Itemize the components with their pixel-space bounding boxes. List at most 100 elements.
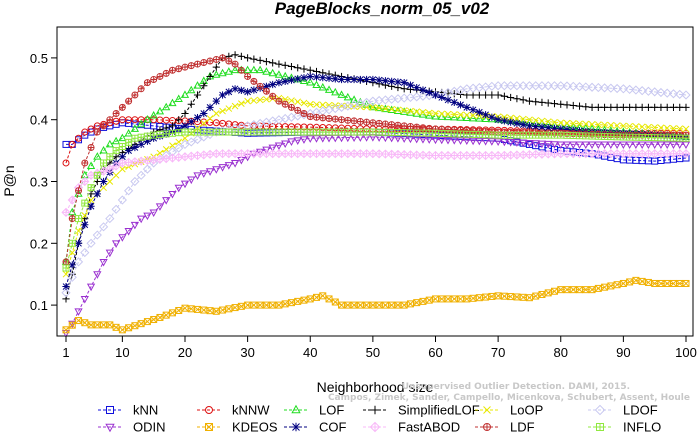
data-point — [250, 301, 258, 309]
data-point — [369, 75, 377, 84]
data-point — [438, 93, 446, 102]
legend-label: LDF — [510, 420, 535, 434]
data-point — [400, 122, 408, 130]
data-point — [200, 120, 208, 127]
data-point — [112, 171, 120, 179]
data-point — [206, 57, 214, 65]
data-point — [212, 70, 221, 78]
data-point — [162, 102, 171, 111]
data-point — [281, 95, 289, 103]
data-point — [125, 97, 133, 105]
data-point — [130, 176, 140, 187]
data-point — [338, 301, 346, 309]
data-point — [331, 115, 339, 123]
data-point — [143, 79, 151, 87]
legend-label: LDOF — [623, 403, 658, 418]
data-point — [306, 135, 315, 143]
data-point — [425, 136, 434, 144]
data-point — [349, 95, 359, 103]
legend-label: KDEOS — [232, 420, 278, 434]
data-point — [431, 136, 440, 145]
data-point — [613, 122, 621, 129]
data-point — [199, 132, 209, 142]
data-point — [162, 197, 171, 205]
data-point — [413, 83, 421, 92]
data-point — [218, 68, 227, 77]
data-point — [607, 121, 615, 129]
data-point — [194, 124, 201, 132]
data-point — [231, 102, 239, 110]
data-point — [656, 87, 666, 98]
legend-label: kNNW — [232, 403, 270, 418]
data-point — [400, 85, 408, 93]
series-layer — [61, 51, 691, 336]
citation-watermark-paper: Unsupervised Outlier Detection. DAMI, 20… — [402, 382, 630, 392]
data-point — [92, 230, 102, 240]
data-point — [319, 292, 327, 300]
data-point — [494, 91, 502, 99]
data-point — [200, 82, 208, 90]
data-point — [150, 76, 158, 84]
data-point — [556, 81, 566, 91]
data-point — [281, 140, 290, 149]
data-point — [300, 110, 308, 118]
data-point — [124, 228, 133, 236]
data-point — [250, 97, 258, 104]
data-point — [231, 85, 239, 93]
legend-marker — [291, 404, 301, 414]
data-point — [525, 122, 534, 130]
data-point — [237, 86, 245, 94]
data-point — [75, 227, 82, 235]
data-point — [569, 101, 577, 110]
data-point — [512, 139, 522, 147]
legend-item-ldof: LDOF — [588, 403, 658, 418]
data-point — [99, 258, 108, 267]
data-point — [281, 77, 289, 85]
data-point — [67, 195, 77, 205]
data-point — [651, 134, 659, 142]
data-point — [519, 121, 527, 129]
data-point — [381, 128, 389, 136]
data-point — [525, 97, 534, 105]
data-point — [68, 215, 76, 223]
data-point — [219, 54, 227, 62]
data-point — [507, 118, 515, 126]
data-point — [80, 176, 90, 187]
legend-marker — [291, 422, 301, 432]
data-point — [86, 283, 96, 292]
data-point — [181, 122, 189, 130]
data-point — [406, 81, 415, 89]
data-point — [500, 117, 508, 125]
data-point — [537, 81, 547, 91]
data-point — [200, 59, 208, 67]
data-point — [457, 111, 464, 119]
data-point — [562, 141, 572, 150]
data-point — [494, 116, 502, 124]
data-point — [105, 164, 115, 174]
data-point — [281, 100, 289, 108]
data-point — [294, 128, 302, 136]
data-point — [681, 141, 691, 150]
data-point — [105, 213, 115, 224]
data-point — [513, 115, 521, 122]
data-point — [212, 55, 220, 63]
data-point — [62, 258, 70, 266]
data-point — [100, 122, 108, 130]
data-point — [87, 196, 95, 204]
series-ldf — [62, 54, 690, 266]
data-point — [644, 141, 653, 150]
data-point — [663, 279, 671, 287]
data-point — [569, 141, 578, 150]
data-point — [137, 215, 146, 224]
legend-label: kNN — [133, 403, 158, 418]
legend-label: ODIN — [133, 420, 166, 434]
data-point — [325, 295, 333, 303]
data-point — [118, 153, 126, 161]
data-point — [375, 119, 383, 127]
data-point — [187, 62, 195, 70]
data-point — [343, 134, 352, 143]
data-point — [663, 103, 671, 111]
data-point — [525, 139, 534, 148]
data-point — [643, 86, 654, 96]
data-point — [168, 66, 176, 74]
